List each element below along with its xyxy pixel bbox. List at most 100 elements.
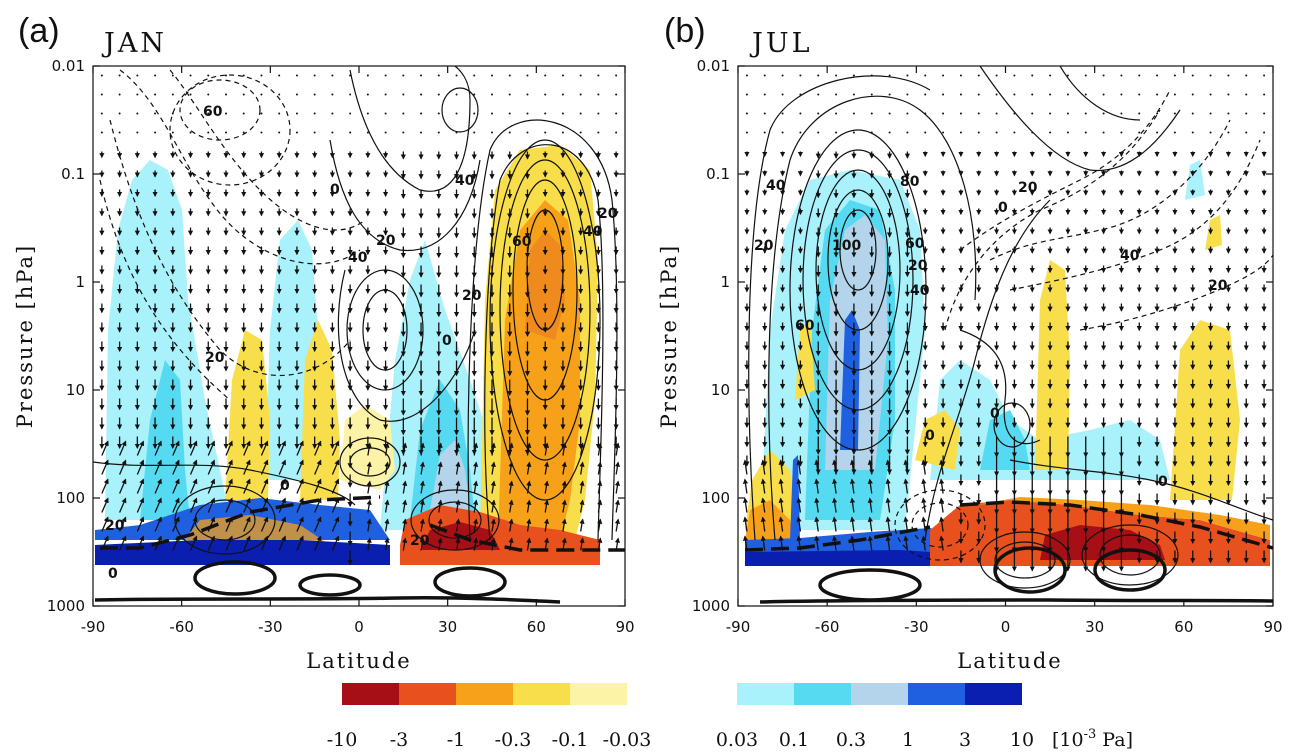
vector-dot [171,74,174,77]
vector-dot [544,74,547,77]
vector-dot [491,112,493,115]
vector-dot [1245,93,1248,96]
vector-arrow [437,442,443,456]
vector-dot [455,93,458,96]
vector-dot [763,74,766,77]
vector-arrow [260,497,269,513]
vector-dot [349,74,352,77]
colorbar-label-pos: 0.3 [836,729,866,751]
vector-arrow [331,459,340,475]
vector-dot [260,131,263,134]
vector-dot [1156,131,1159,134]
vector-arrow [921,478,927,494]
vector-dot [242,93,245,96]
vector-arrow [331,478,340,494]
vector-dot [942,74,945,77]
vector-dot [1263,93,1266,96]
vector-arrow [508,480,514,494]
vector-arrow [402,461,408,475]
vector-arrow [921,535,927,551]
vector-dot [1120,93,1123,96]
vector-arrow [225,497,233,513]
vector-dot [835,131,838,134]
vector-dot [799,131,802,134]
vector-dot [278,74,281,77]
vector-arrow [867,459,873,475]
vector-arrow [614,499,621,513]
vector-arrow [903,478,909,494]
vector-dot [402,93,405,96]
vector-arrow [490,480,496,494]
x-tick-label: -30 [258,618,283,636]
vector-dot [1245,74,1248,77]
panel-a-title: JAN [101,28,167,59]
vector-dot [781,112,784,115]
vector-arrow [278,440,286,456]
vector-arrow [526,537,532,551]
vector-arrow [903,459,909,475]
vector-arrow [419,442,425,456]
panel-a-xlabel: Latitude [306,649,411,673]
vector-arrow [154,459,162,475]
vector-arrow [189,440,198,456]
vector-arrow [796,478,802,494]
vector-arrow [939,497,945,513]
vector-dot [384,112,387,115]
vector-dot [118,131,121,134]
vector-dot [100,93,103,96]
colorbar-swatch-pos [965,683,1022,705]
panel-b-title: JUL [749,28,813,59]
vector-dot [278,112,281,115]
panel-a-clabel-13: 0 [280,478,290,494]
colorbar-unit-suffix: Pa] [1096,729,1133,751]
vector-dot [1245,112,1248,115]
vector-arrow [885,497,891,513]
panel-a-contour-labels: 60 0 40 20 40 20 20 0 60 40 20 20 0 20 0 [105,104,618,582]
vector-dot [852,74,855,77]
vector-arrow [366,537,372,551]
vector-dot [118,112,121,115]
x-tick-label: 0 [1001,618,1011,636]
vector-arrow [543,499,550,513]
colorbar-label-neg: -10 [327,729,358,751]
vector-arrow [437,518,443,532]
vector-arrow [189,497,198,513]
colorbar-label-neg: -0.1 [552,729,589,751]
panel-a-clabel-7: 20 [205,350,225,366]
vector-arrow [614,442,621,456]
x-tick-label: 90 [1263,618,1282,636]
vector-arrow [561,442,567,456]
vector-dot [278,131,281,134]
vector-arrow [278,516,286,532]
vector-dot [189,131,192,134]
vector-arrow [225,535,233,551]
vector-arrow [614,537,621,551]
vector-dot [207,74,210,77]
x-tick-label: -90 [81,618,106,636]
vector-dot [852,93,855,96]
vector-arrow [597,461,603,475]
vector-dot [455,112,458,115]
vector-dot [331,131,334,134]
vector-dot [1173,131,1176,134]
panel-b-clabel-14: 0 [990,406,1000,422]
vector-dot [1156,93,1159,96]
x-tick-label: 0 [354,618,364,636]
vector-arrow [419,461,425,475]
panel-a-ticks: -90 -60 -30 0 30 60 90 0.01 0.1 1 10 100 1000 [47,57,635,636]
vector-dot [959,93,962,96]
vector-arrow [490,518,496,532]
vector-arrow [366,480,372,494]
colorbar: -10 -3 -1 -0.3 -0.1 -0.03 0.03 0.1 0.3 1 3 10 [327,683,1034,751]
vector-dot [136,74,139,77]
vector-arrow [384,461,390,475]
vector-arrow [189,459,198,475]
vector-arrow [885,459,891,475]
panel-b-clabel-1: 40 [766,178,786,194]
panel-b-clabel-7: 20 [908,258,928,274]
vector-dot [349,93,352,96]
vector-dot [615,112,618,115]
vector-arrow [278,535,286,551]
panel-a-thick-contours [94,495,625,604]
vector-dot [1138,74,1141,77]
